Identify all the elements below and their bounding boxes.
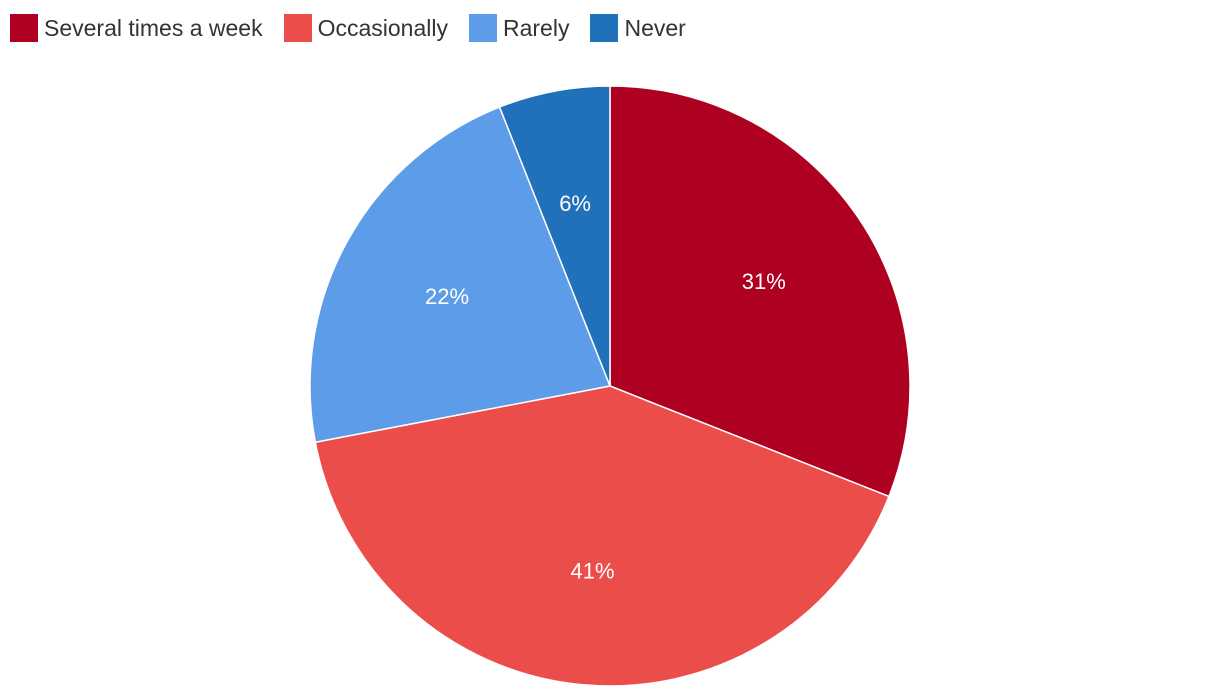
- pie-slice-occasionally[interactable]: [314, 385, 890, 687]
- pie-slices: [309, 85, 911, 687]
- legend-item-rarely[interactable]: Rarely: [468, 14, 570, 42]
- slice-label-never: 6%: [559, 191, 591, 216]
- pie-slice-never[interactable]: [498, 85, 611, 387]
- legend-item-never[interactable]: Never: [590, 14, 686, 42]
- slice-label-several-times-a-week: 31%: [742, 269, 786, 294]
- slice-label-rarely: 22%: [425, 284, 469, 309]
- legend-swatch-several-times-a-week: [10, 14, 38, 42]
- legend-label-occasionally: Occasionally: [317, 15, 448, 41]
- legend-swatch-rarely: [468, 14, 497, 42]
- legend-item-several-times-a-week[interactable]: Several times a week: [10, 14, 263, 42]
- chart-legend: Several times a week Occasionally Rarely…: [10, 13, 707, 43]
- pie-slice-rarely[interactable]: [309, 106, 611, 443]
- legend-label-several-times-a-week: Several times a week: [44, 15, 263, 41]
- slice-label-occasionally: 41%: [570, 559, 614, 584]
- pie-slice-several-times-a-week[interactable]: [609, 85, 911, 498]
- legend-item-occasionally[interactable]: Occasionally: [283, 14, 448, 42]
- legend-swatch-never: [590, 14, 619, 42]
- pie-slice-labels: 31% 41% 22% 6%: [425, 191, 786, 584]
- legend-label-never: Never: [624, 15, 686, 41]
- legend-swatch-occasionally: [283, 14, 312, 42]
- legend-label-rarely: Rarely: [502, 15, 570, 41]
